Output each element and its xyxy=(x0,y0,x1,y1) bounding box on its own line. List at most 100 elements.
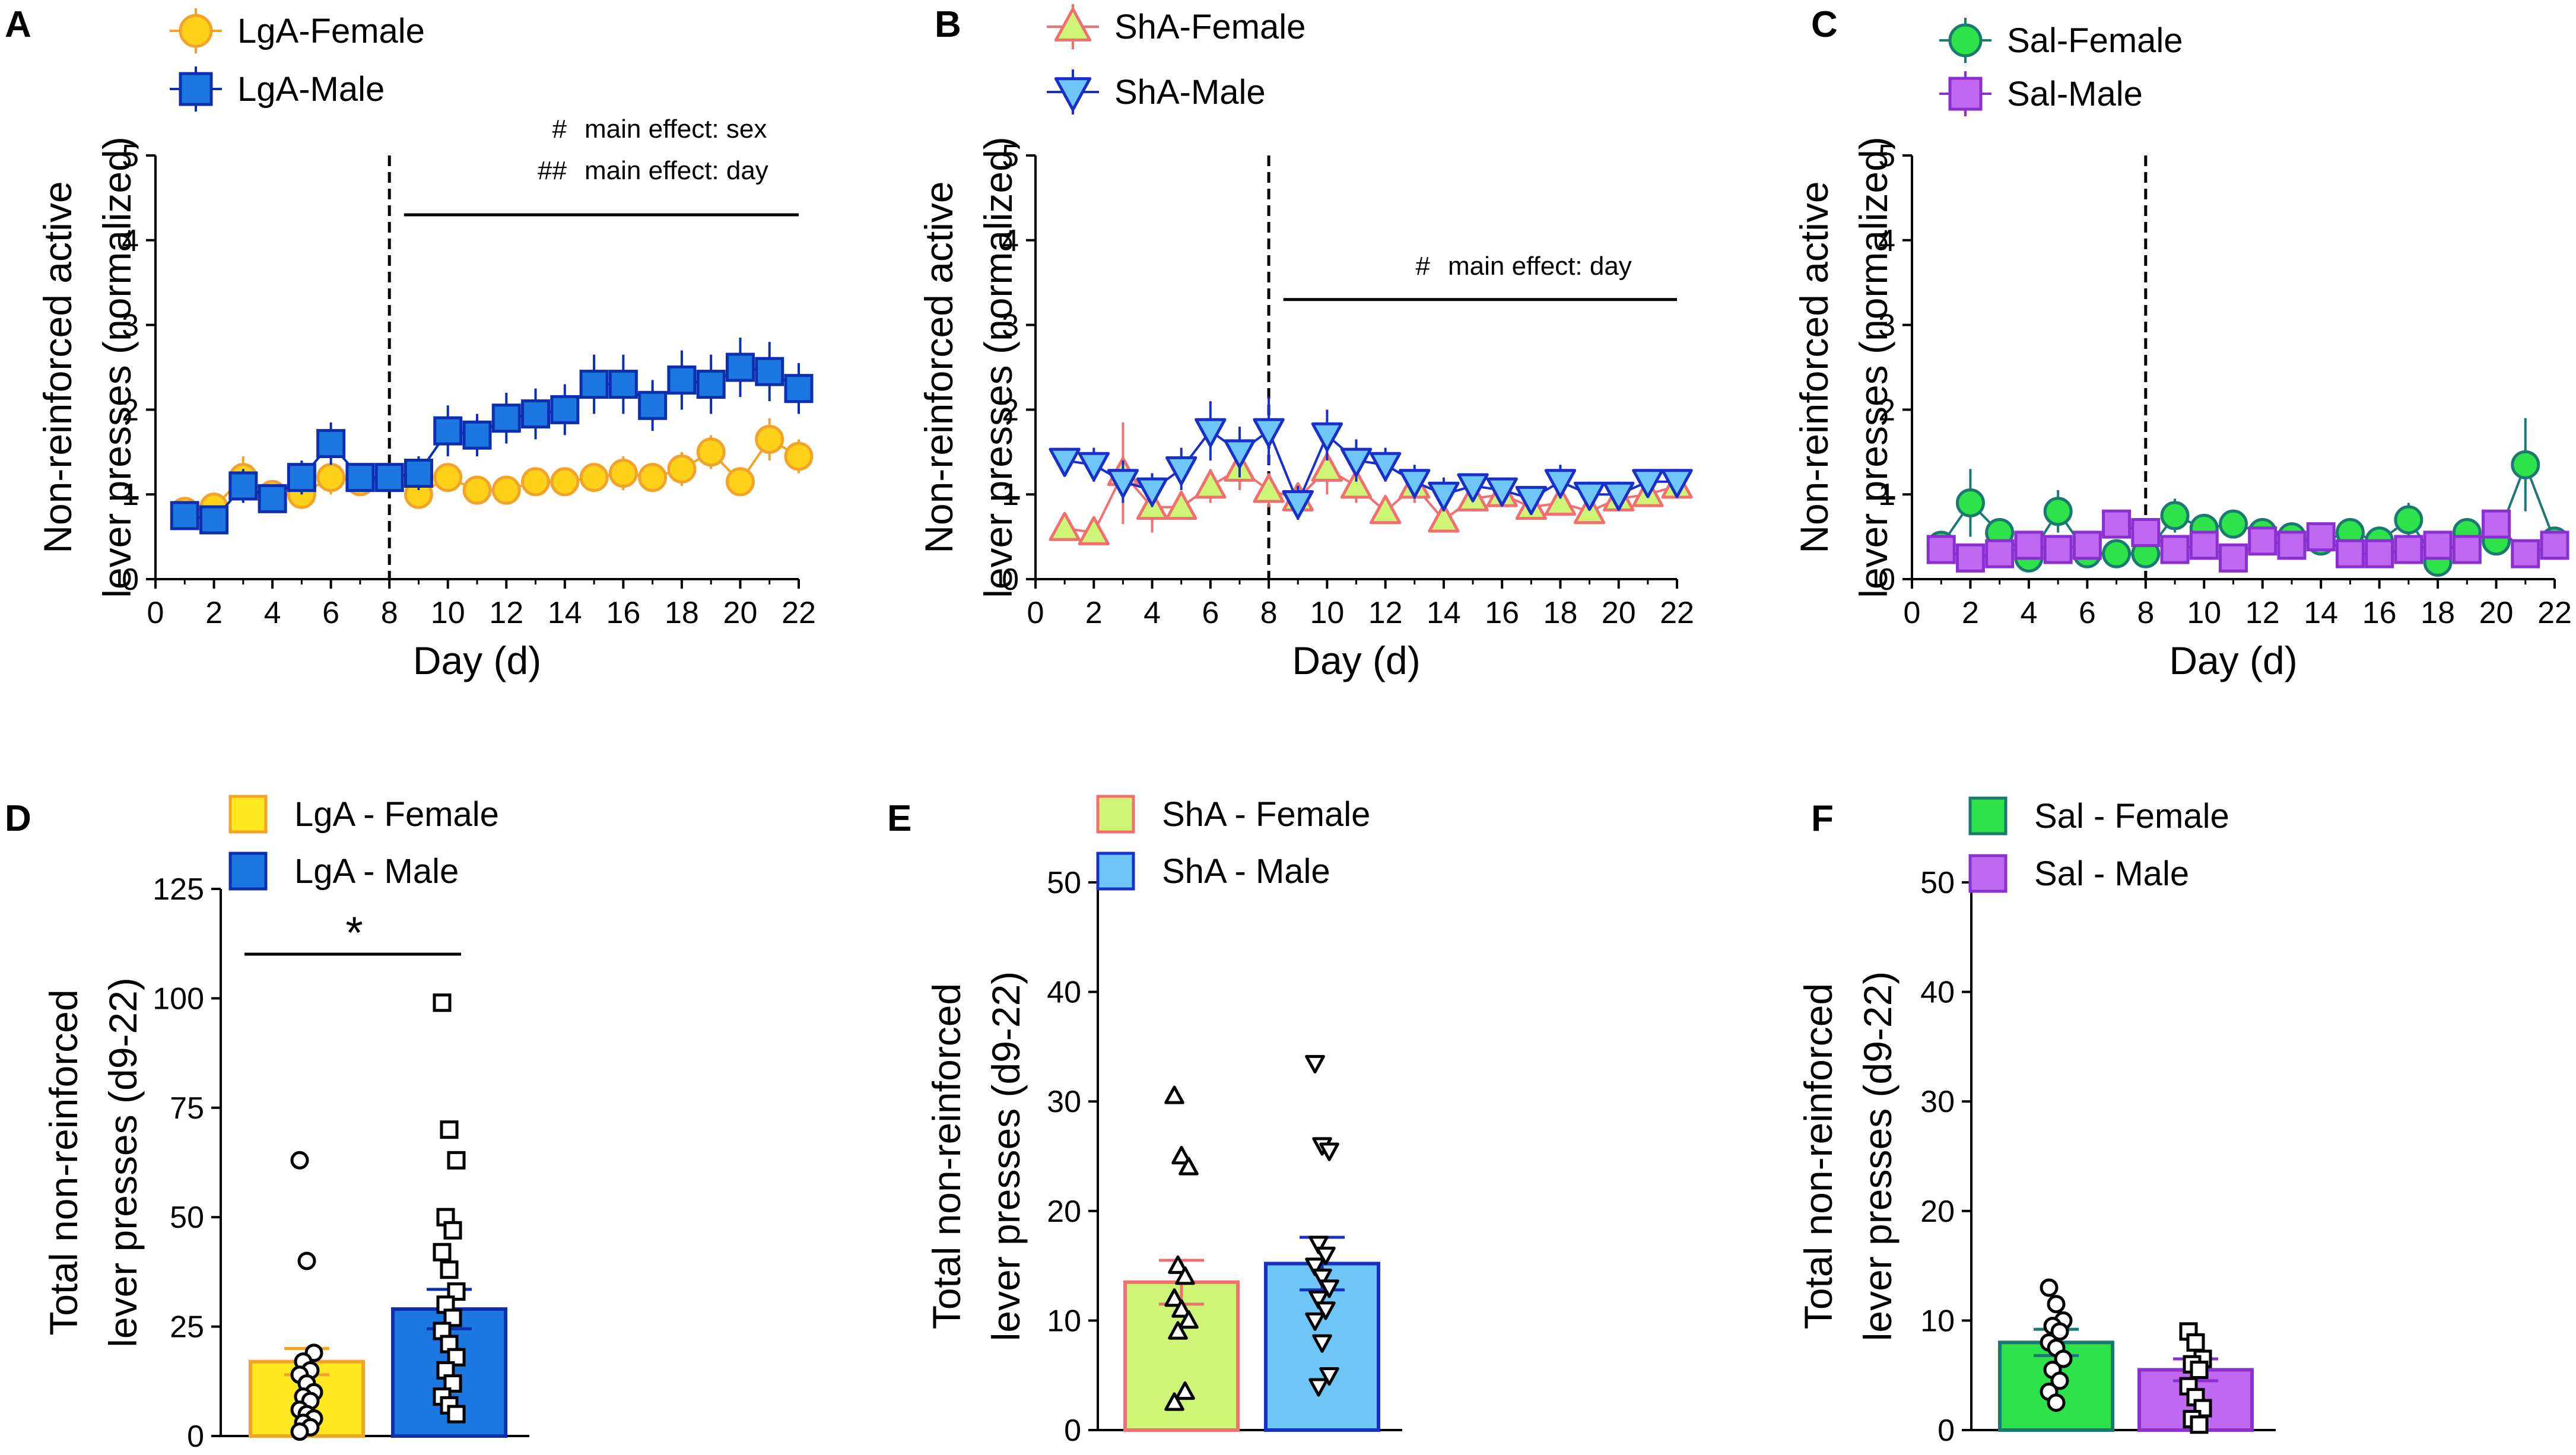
x-tick-label: 14 xyxy=(1427,596,1461,630)
legend-label: Sal-Male xyxy=(2007,75,2143,113)
subject-point xyxy=(1164,1392,1184,1411)
y-tick-label: 2 xyxy=(122,393,139,427)
subject-point xyxy=(1305,1257,1325,1276)
panel-D: D Total non-reinforced lever presses (d9-2… xyxy=(5,795,529,1454)
subject-point xyxy=(2186,1333,2205,1352)
x-tick-label: 22 xyxy=(1660,596,1694,630)
x-tick-label: 10 xyxy=(2187,596,2221,630)
y-axis-title-line: lever presses (normalized) xyxy=(95,136,139,598)
subject-point xyxy=(1312,1268,1332,1288)
data-point xyxy=(2511,450,2540,479)
legend-label: LgA - Male xyxy=(294,852,459,891)
significance-star: * xyxy=(345,908,363,958)
subject-point xyxy=(2190,1360,2209,1379)
data-point xyxy=(2540,530,2569,560)
subject-point xyxy=(2050,1322,2069,1341)
y-tick-label: 30 xyxy=(1920,1085,1955,1119)
y-axis-title-line: Total non-reinforced xyxy=(925,983,968,1329)
series-LgA-Male: LgA-Male xyxy=(170,66,814,535)
data-point xyxy=(1049,447,1081,477)
panel-letter-D: D xyxy=(5,798,31,839)
subject-point xyxy=(1308,1378,1329,1397)
y-tick-label: 4 xyxy=(1002,224,1019,258)
y-tick-label: 2 xyxy=(1002,393,1019,427)
data-point xyxy=(1253,474,1285,503)
data-point xyxy=(755,424,784,454)
x-tick-label: 0 xyxy=(1027,596,1044,630)
data-point xyxy=(1369,452,1402,482)
data-point xyxy=(433,463,463,493)
annotation-symbol: # xyxy=(552,115,567,144)
subject-point xyxy=(290,1422,309,1441)
x-tick-label: 4 xyxy=(264,596,281,630)
data-point xyxy=(2072,530,2102,560)
data-point xyxy=(579,370,609,399)
subject-point xyxy=(1312,1334,1332,1353)
data-point xyxy=(1311,422,1343,452)
bar-group-ShA - Female: ShA - Female xyxy=(1096,795,1370,1432)
data-point xyxy=(1136,477,1168,507)
x-tick-label: 20 xyxy=(723,596,758,630)
data-point xyxy=(2394,505,2423,535)
data-point xyxy=(1282,490,1314,520)
x-tick-label: 12 xyxy=(2245,596,2280,630)
y-tick-label: 10 xyxy=(1047,1304,1081,1338)
data-point xyxy=(1428,503,1460,533)
data-point xyxy=(374,463,404,493)
subject-point xyxy=(1316,1246,1336,1266)
data-point xyxy=(2131,517,2161,547)
y-axis-title-line: Non-reinforced active xyxy=(917,181,961,553)
y-tick-label: 5 xyxy=(1878,139,1895,173)
data-point xyxy=(1049,512,1081,541)
legend-marker xyxy=(1054,7,1092,42)
x-tick-label: 20 xyxy=(2479,596,2514,630)
subject-point xyxy=(1179,1310,1199,1329)
subject-point xyxy=(1175,1381,1195,1400)
subject-point xyxy=(440,1120,459,1139)
y-tick-label: 0 xyxy=(1002,563,1019,597)
y-tick-label: 3 xyxy=(1002,309,1019,343)
subject-point xyxy=(2047,1393,2066,1412)
data-point xyxy=(1603,481,1635,511)
legend-swatch xyxy=(1968,854,2008,893)
legend-swatch xyxy=(228,852,268,891)
y-tick-label: 4 xyxy=(122,224,139,258)
panel-F: F Total non-reinforced lever presses (d9-2… xyxy=(1796,796,2276,1448)
y-tick-label: 3 xyxy=(1878,309,1895,343)
x-axis-title: Day (d) xyxy=(413,638,541,682)
data-point xyxy=(2365,539,2394,568)
data-point xyxy=(550,467,580,497)
x-tick-label: 6 xyxy=(322,596,339,630)
x-tick-label: 2 xyxy=(1962,596,1979,630)
data-point xyxy=(725,352,755,382)
data-point xyxy=(667,365,697,395)
subject-point xyxy=(1171,1146,1192,1165)
y-tick-label: 25 xyxy=(170,1310,204,1345)
annotation-symbol: ## xyxy=(538,156,567,185)
y-tick-label: 3 xyxy=(122,309,139,343)
data-point xyxy=(2102,539,2132,568)
y-tick-label: 50 xyxy=(170,1200,204,1235)
data-point xyxy=(1195,418,1227,447)
x-tick-label: 18 xyxy=(2421,596,2455,630)
subject-point xyxy=(1305,1054,1325,1074)
y-tick-label: 2 xyxy=(1878,393,1895,427)
x-axis-title: Day (d) xyxy=(2169,638,2297,682)
legend-swatch xyxy=(1096,795,1135,834)
y-tick-label: 10 xyxy=(1920,1304,1955,1338)
subject-point xyxy=(290,1151,309,1170)
y-tick-label: 0 xyxy=(1064,1413,1081,1448)
x-tick-label: 8 xyxy=(381,596,398,630)
data-point xyxy=(2248,526,2278,556)
data-point xyxy=(462,475,492,505)
data-point xyxy=(1515,485,1548,516)
data-point xyxy=(170,501,199,530)
y-tick-label: 40 xyxy=(1920,976,1955,1010)
subject-point xyxy=(2054,1349,2073,1368)
x-tick-label: 10 xyxy=(1310,596,1344,630)
y-tick-label: 1 xyxy=(1002,478,1019,512)
bar-group-LgA - Female: LgA - Female xyxy=(228,795,499,1441)
y-tick-label: 0 xyxy=(122,563,139,597)
data-point xyxy=(2160,501,2190,530)
data-point xyxy=(258,484,287,513)
